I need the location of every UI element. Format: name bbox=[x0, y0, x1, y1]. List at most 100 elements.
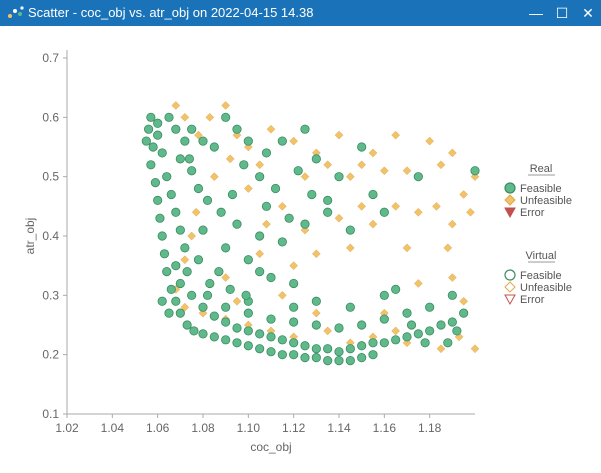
feasible-point bbox=[266, 332, 276, 342]
feasible-point bbox=[311, 320, 321, 330]
feasible-point bbox=[221, 335, 231, 345]
scatter-plot[interactable]: 1.02 1.04 1.06 1.08 1.10 1.12 1.14 1.16 1.18 0.1 0… bbox=[0, 26, 601, 473]
unfeasible-point bbox=[443, 243, 453, 253]
feasible-point bbox=[379, 338, 389, 348]
feasible-point bbox=[144, 124, 154, 134]
unfeasible-point bbox=[379, 166, 389, 176]
feasible-point bbox=[239, 160, 249, 170]
unfeasible-point bbox=[466, 207, 475, 217]
legend-unfeasible-marker bbox=[504, 194, 516, 206]
unfeasible-point bbox=[368, 148, 378, 158]
feasible-point bbox=[205, 278, 215, 289]
y-tick-label: 0.2 bbox=[42, 348, 59, 362]
feasible-point bbox=[146, 160, 156, 170]
feasible-point bbox=[413, 329, 423, 339]
unfeasible-point bbox=[345, 172, 355, 182]
feasible-point bbox=[368, 350, 378, 360]
x-tick-label: 1.02 bbox=[55, 421, 79, 435]
feasible-point bbox=[155, 213, 165, 223]
feasible-point bbox=[323, 195, 333, 205]
feasible-point bbox=[175, 154, 185, 164]
unfeasible-point bbox=[459, 296, 469, 306]
feasible-point bbox=[334, 323, 344, 333]
feasible-point bbox=[255, 172, 265, 182]
feasible-point bbox=[300, 353, 310, 363]
feasible-point bbox=[171, 207, 181, 217]
feasible-point bbox=[243, 255, 253, 265]
maximize-button[interactable]: ☐ bbox=[555, 5, 569, 21]
feasible-point bbox=[171, 124, 181, 134]
feasible-point bbox=[209, 311, 219, 321]
feasible-point bbox=[146, 112, 156, 122]
feasible-point bbox=[255, 329, 265, 339]
feasible-point bbox=[166, 189, 176, 200]
feasible-point bbox=[171, 296, 181, 306]
close-button[interactable]: ✕ bbox=[582, 5, 594, 21]
feasible-point bbox=[323, 355, 333, 366]
unfeasible-point bbox=[194, 130, 203, 140]
unfeasible-point bbox=[413, 279, 423, 288]
feasible-point bbox=[148, 142, 158, 152]
legend-item-label: Error bbox=[520, 294, 545, 306]
title-bar[interactable]: Scatter - coc_obj vs. atr_obj on 2022-04… bbox=[0, 0, 601, 26]
feasible-point bbox=[300, 124, 310, 134]
feasible-point bbox=[184, 154, 194, 164]
unfeasible-point bbox=[334, 130, 344, 140]
feasible-point bbox=[284, 213, 294, 223]
feasible-point bbox=[391, 284, 401, 294]
unfeasible-point bbox=[221, 273, 231, 282]
y-tick-label: 0.1 bbox=[42, 407, 59, 421]
feasible-point bbox=[277, 350, 287, 360]
feasible-point bbox=[266, 272, 276, 283]
x-tick-label: 1.18 bbox=[418, 421, 442, 435]
feasible-point bbox=[164, 308, 174, 318]
unfeasible-point bbox=[432, 201, 441, 211]
feasible-point bbox=[293, 166, 303, 176]
unfeasible-point bbox=[180, 112, 190, 122]
window-title: Scatter - coc_obj vs. atr_obj on 2022-04… bbox=[28, 5, 314, 20]
feasible-point bbox=[368, 338, 378, 348]
legend-feasible-marker bbox=[504, 182, 516, 194]
axes: 1.02 1.04 1.06 1.08 1.10 1.12 1.14 1.16 1.18 0.1 0… bbox=[23, 50, 475, 454]
feasible-point bbox=[182, 267, 192, 277]
feasible-point bbox=[209, 142, 219, 152]
feasible-point bbox=[166, 284, 176, 294]
legend-error-marker bbox=[504, 294, 516, 306]
unfeasible-point bbox=[470, 344, 480, 354]
feasible-point bbox=[187, 166, 197, 176]
unfeasible-point bbox=[255, 160, 265, 170]
feasible-point bbox=[357, 341, 367, 351]
feasible-point bbox=[153, 195, 163, 205]
unfeasible-point bbox=[323, 160, 333, 170]
unfeasible-point bbox=[425, 136, 435, 146]
minimize-button[interactable]: — bbox=[529, 5, 543, 21]
feasible-point bbox=[243, 308, 253, 318]
y-axis-label: atr_obj bbox=[23, 218, 37, 255]
unfeasible-point bbox=[402, 166, 412, 176]
feasible-point bbox=[261, 148, 272, 158]
feasible-point bbox=[277, 335, 287, 345]
feasible-point bbox=[198, 225, 208, 235]
feasible-point bbox=[182, 320, 192, 330]
feasible-point bbox=[447, 317, 457, 327]
feasible-point bbox=[232, 219, 242, 229]
feasible-point bbox=[198, 136, 208, 146]
x-tick-label: 1.12 bbox=[282, 421, 306, 435]
feasible-point bbox=[157, 148, 167, 158]
scatter-icon bbox=[8, 6, 24, 18]
unfeasible-point bbox=[311, 308, 321, 318]
feasible-point bbox=[150, 178, 160, 188]
unfeasible-point bbox=[221, 101, 231, 110]
feasible-point bbox=[447, 290, 457, 300]
feasible-point bbox=[289, 338, 299, 348]
feasible-point bbox=[289, 302, 299, 312]
unfeasible-point bbox=[391, 201, 401, 211]
x-tick-label: 1.14 bbox=[327, 421, 351, 435]
unfeasible-point bbox=[436, 160, 446, 170]
feasible-point bbox=[157, 231, 167, 241]
feasible-point bbox=[164, 112, 174, 122]
feasible-point bbox=[300, 219, 310, 229]
y-tick-label: 0.6 bbox=[42, 110, 59, 124]
unfeasible-point bbox=[255, 249, 265, 259]
